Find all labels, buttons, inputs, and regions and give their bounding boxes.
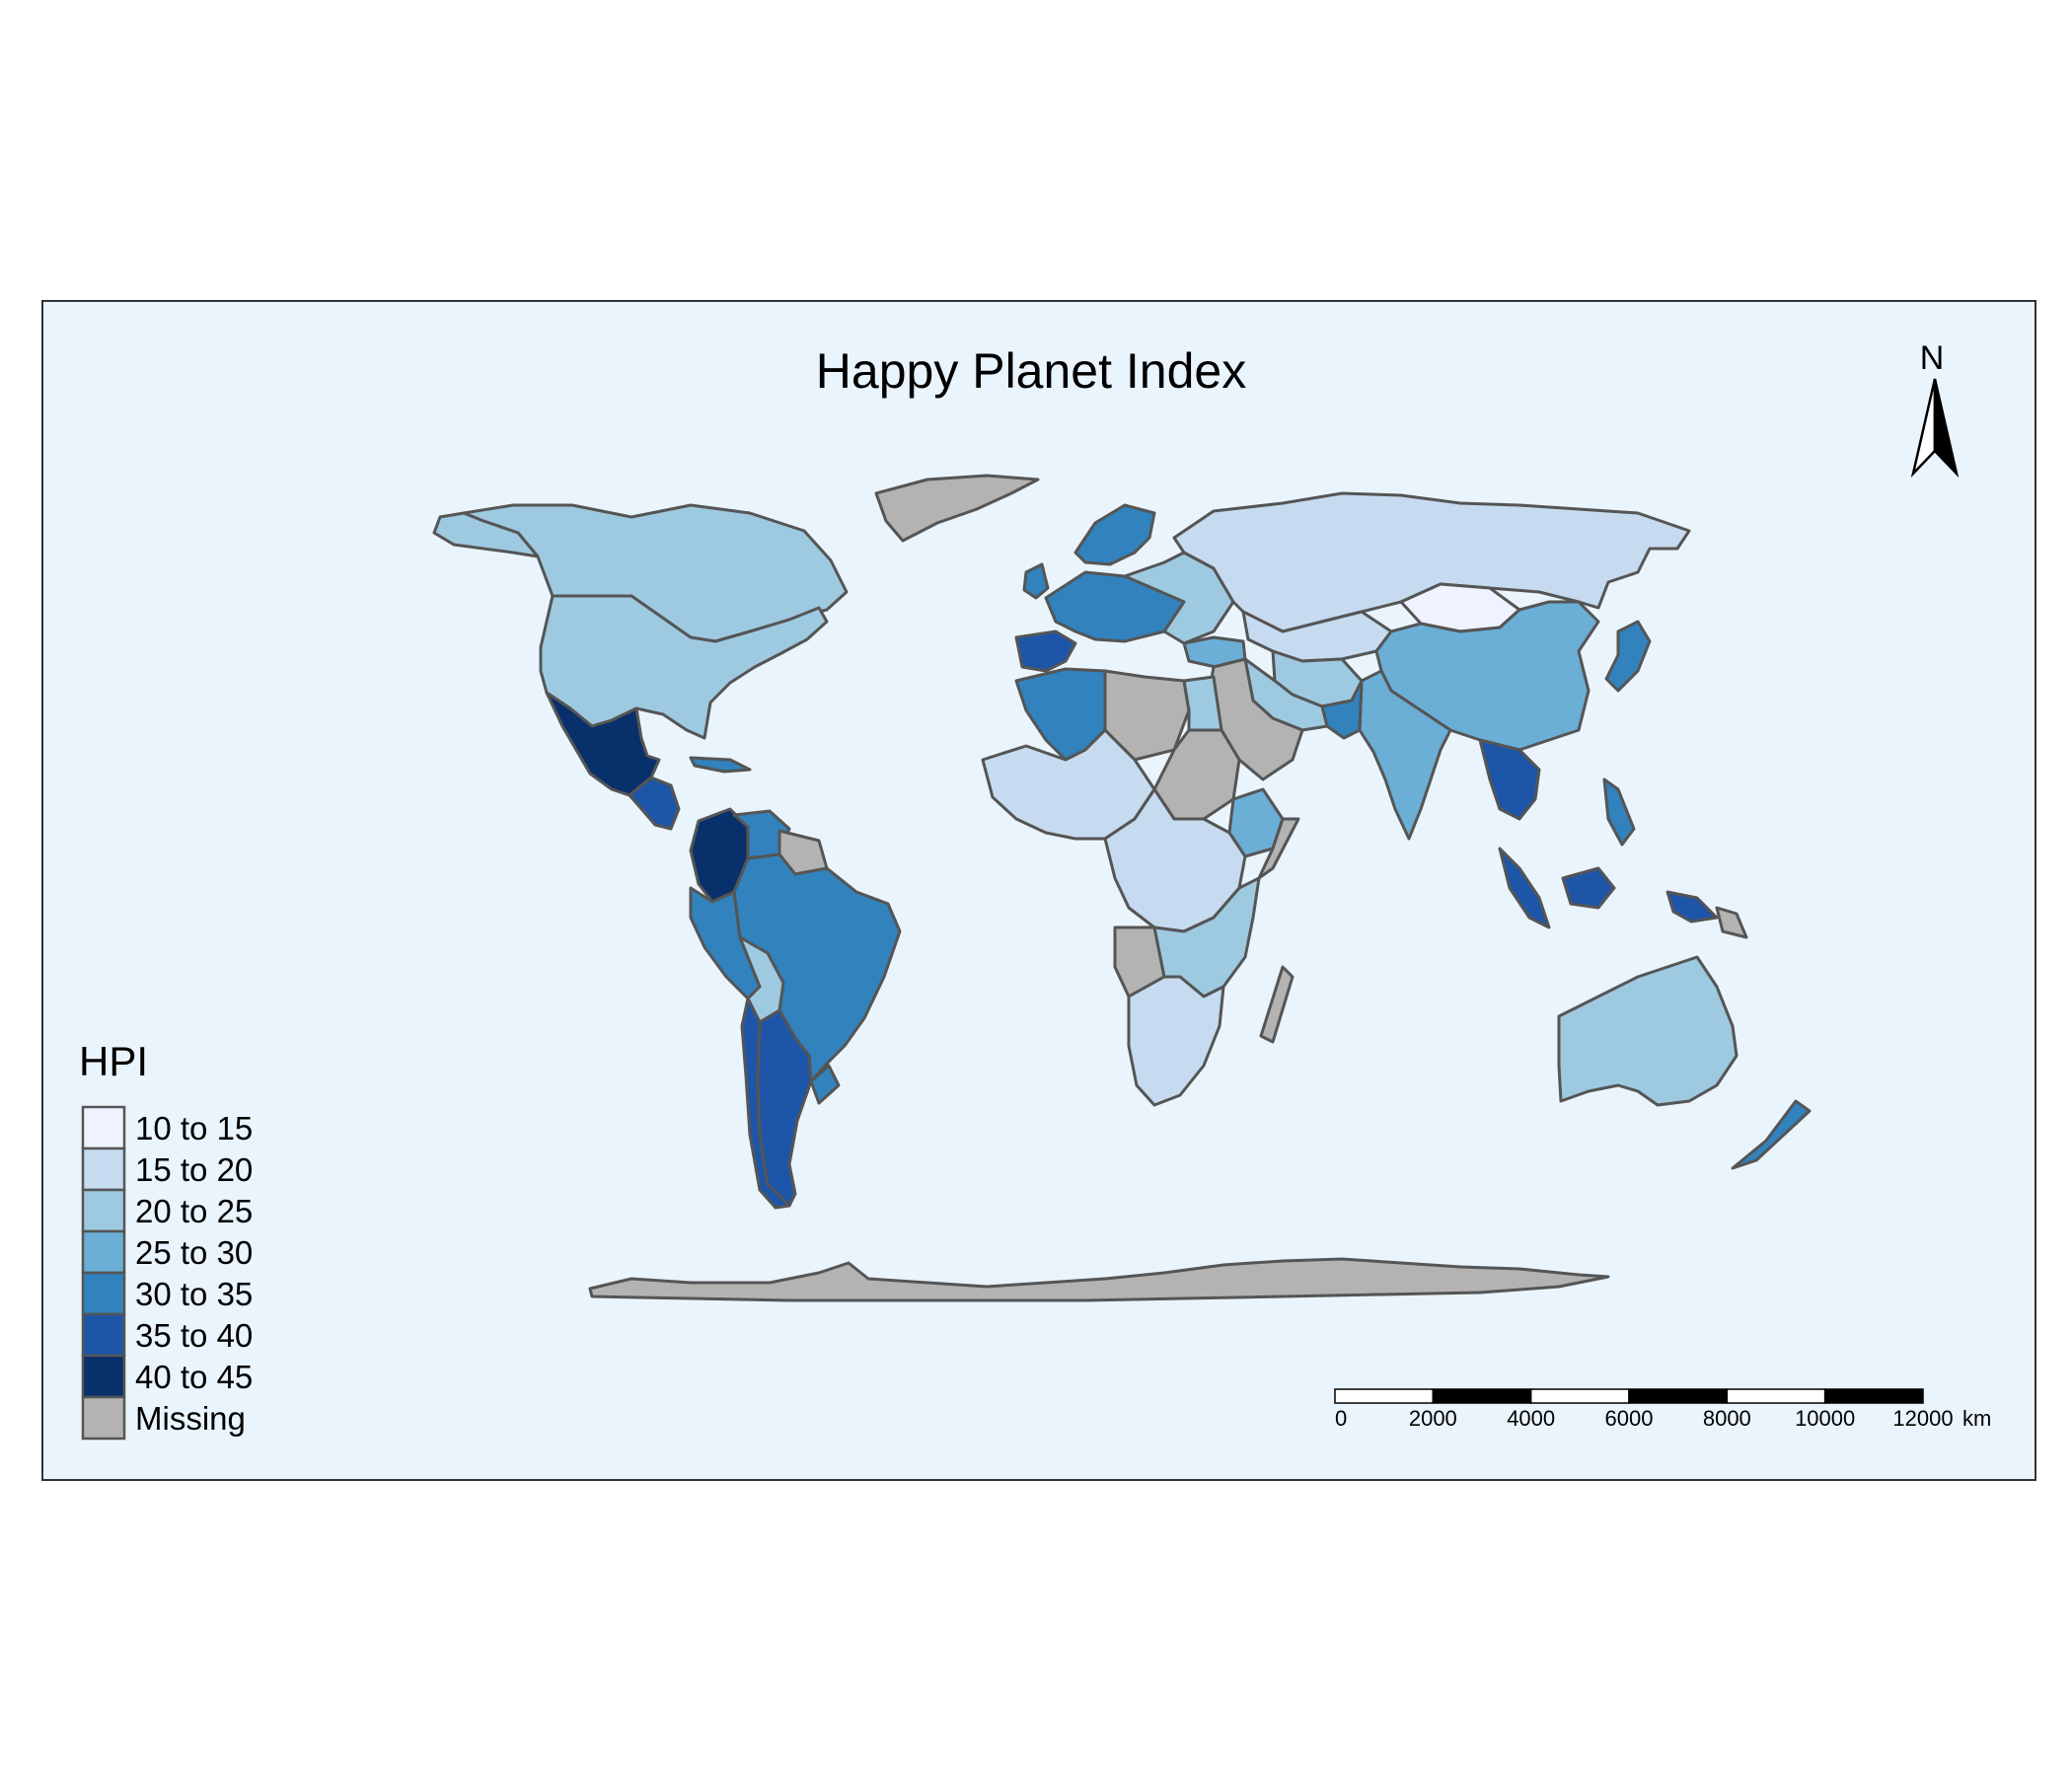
country-east-africa [1152, 876, 1261, 999]
legend: HPI 10 to 15 15 to 20 20 to 25 25 to 30 30 t… [79, 1038, 253, 1441]
countries-layer [432, 474, 1812, 1302]
country-madagascar [1259, 965, 1295, 1044]
country-spain [1014, 629, 1077, 673]
legend-label: Missing [135, 1400, 246, 1437]
country-papua [1665, 890, 1719, 924]
legend-swatch [81, 1188, 126, 1233]
legend-title: HPI [79, 1038, 148, 1084]
country-mexico [545, 691, 661, 797]
scale-segment [1529, 1388, 1630, 1404]
legend-swatch [81, 1147, 126, 1192]
scale-segment [1334, 1388, 1435, 1404]
country-new-zealand [1731, 1099, 1812, 1170]
scale-segment [1726, 1388, 1826, 1404]
scale-tick-label: 12000 [1892, 1406, 1953, 1431]
country-uruguay [809, 1064, 841, 1105]
country-indonesia [1498, 847, 1616, 929]
scale-segment [1432, 1388, 1532, 1404]
legend-label: 20 to 25 [135, 1193, 253, 1229]
legend-swatch [81, 1105, 126, 1150]
country-cuba [689, 756, 752, 774]
country-argentina [756, 1008, 813, 1208]
scale-unit-label: km [1962, 1406, 1991, 1431]
legend-label: 25 to 30 [135, 1234, 253, 1271]
country-antarctica [588, 1257, 1610, 1302]
legend-label: 15 to 20 [135, 1151, 253, 1188]
scale-tick-label: 8000 [1703, 1406, 1751, 1431]
scale-tick-label: 2000 [1409, 1406, 1457, 1431]
country-central-africa [1103, 787, 1247, 933]
scale-segment [1823, 1388, 1924, 1404]
country-uk [1022, 562, 1050, 600]
north-arrow-label: N [1920, 339, 1945, 377]
country-india [1358, 669, 1452, 841]
legend-items: 10 to 15 15 to 20 20 to 25 25 to 30 30 to 35… [81, 1105, 253, 1441]
scale-bar: 0 2000 4000 6000 8000 10000 12000 km [1334, 1388, 1991, 1431]
country-somalia [1257, 817, 1300, 880]
country-korea-japan [1604, 620, 1652, 693]
country-alaska [432, 511, 540, 558]
map-panel [41, 300, 2036, 1481]
country-southeast-asia [1478, 738, 1541, 821]
map-title: Happy Planet Index [816, 343, 1246, 399]
legend-label: 10 to 15 [135, 1110, 253, 1147]
scale-tick-label: 0 [1335, 1406, 1347, 1431]
legend-swatch [81, 1395, 126, 1441]
legend-label: 35 to 40 [135, 1317, 253, 1354]
country-central-america [628, 776, 681, 831]
scale-tick-label: 4000 [1507, 1406, 1555, 1431]
country-scandinavia [1073, 503, 1156, 566]
legend-label: 40 to 45 [135, 1359, 253, 1395]
legend-swatch [81, 1271, 126, 1316]
legend-swatch [81, 1312, 126, 1358]
scale-segment [1628, 1388, 1729, 1404]
country-eastern-europe [1123, 551, 1235, 645]
legend-swatch [81, 1354, 126, 1399]
country-egypt [1182, 675, 1223, 732]
scale-tick-label: 10000 [1795, 1406, 1855, 1431]
legend-label: 30 to 35 [135, 1276, 253, 1312]
scale-tick-label: 6000 [1605, 1406, 1654, 1431]
legend-swatch [81, 1229, 126, 1275]
north-arrow-icon: N [1910, 339, 1960, 479]
country-australia [1557, 955, 1739, 1107]
country-southern-africa [1127, 975, 1225, 1107]
country-png [1715, 906, 1748, 939]
country-philippines [1602, 777, 1636, 847]
country-greenland [874, 474, 1040, 543]
